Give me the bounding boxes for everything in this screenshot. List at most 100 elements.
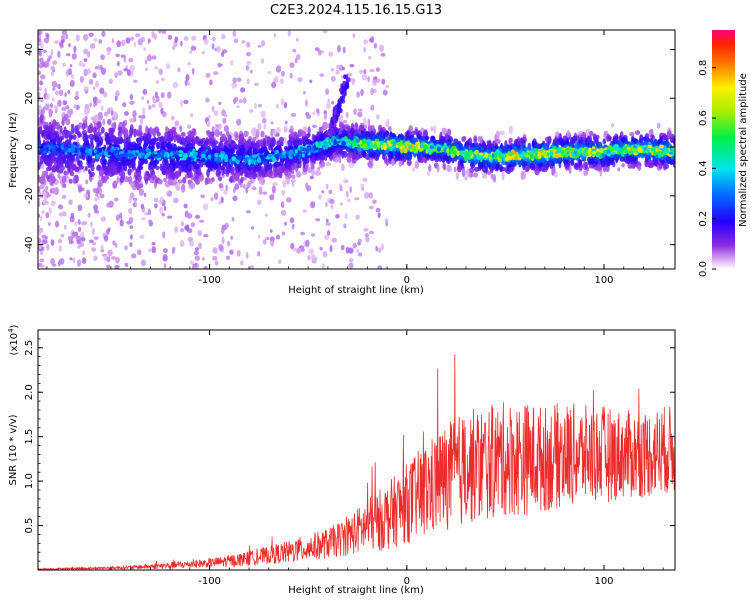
noise-speck — [201, 51, 205, 55]
noise-speck — [161, 213, 165, 217]
noise-speck — [368, 192, 374, 199]
noise-speck — [133, 79, 138, 83]
band-cell — [275, 170, 281, 175]
band-cell — [507, 163, 511, 169]
noise-speck — [106, 47, 112, 52]
noise-speck — [381, 78, 386, 85]
noise-speck — [364, 192, 370, 199]
noise-speck — [179, 239, 185, 248]
band-cell — [554, 136, 558, 142]
noise-speck — [110, 256, 117, 260]
noise-speck — [38, 31, 42, 35]
noise-speck — [115, 90, 120, 97]
noise-speck — [356, 249, 360, 253]
band-cell — [447, 165, 452, 173]
band-cell — [656, 122, 661, 129]
band-cell — [67, 164, 71, 174]
noise-speck — [377, 247, 382, 253]
noise-speck — [199, 219, 205, 223]
band-cell — [361, 150, 367, 158]
noise-speck — [57, 50, 61, 59]
band-cell — [144, 159, 149, 165]
noise-speck — [93, 255, 98, 261]
noise-speck — [217, 62, 221, 68]
band-cell — [482, 172, 488, 179]
band-cell — [420, 127, 425, 133]
band-cell — [374, 154, 380, 161]
band-cell — [48, 109, 53, 118]
noise-speck — [251, 186, 257, 191]
band-cell — [626, 157, 631, 165]
band-cell — [584, 162, 588, 170]
band-cell — [650, 134, 654, 141]
noise-speck — [296, 54, 301, 61]
band-cell — [597, 165, 603, 170]
band-cell — [227, 134, 232, 144]
noise-speck — [67, 90, 71, 94]
ridge-cell — [131, 146, 135, 151]
band-cell — [468, 167, 475, 173]
band-cell — [49, 178, 54, 186]
band-cell — [218, 183, 224, 189]
noise-speck — [294, 58, 298, 64]
noise-speck — [173, 197, 179, 204]
band-cell — [51, 165, 57, 173]
noise-speck — [346, 111, 349, 119]
noise-speck — [245, 187, 249, 194]
band-cell — [581, 132, 587, 141]
noise-speck — [66, 69, 69, 77]
noise-speck — [83, 48, 89, 55]
band-cell — [70, 157, 75, 163]
noise-speck — [152, 96, 155, 101]
noise-speck — [213, 71, 219, 75]
band-cell — [295, 170, 302, 178]
noise-speck — [74, 95, 79, 100]
band-cell — [453, 166, 457, 173]
band-cell — [323, 150, 328, 156]
band-cell — [272, 128, 277, 136]
noise-speck — [368, 205, 374, 210]
noise-speck — [189, 49, 193, 54]
noise-speck — [124, 111, 129, 116]
band-cell — [561, 140, 567, 146]
noise-speck — [236, 118, 242, 126]
noise-speck — [375, 67, 380, 72]
noise-speck — [290, 179, 296, 183]
noise-speck — [129, 64, 135, 72]
band-cell — [159, 136, 163, 146]
noise-speck — [58, 89, 64, 96]
noise-speck — [297, 77, 303, 83]
noise-speck — [74, 221, 78, 226]
band-cell — [41, 170, 47, 178]
noise-speck — [119, 212, 123, 220]
noise-speck — [146, 55, 152, 62]
noise-speck — [73, 45, 77, 53]
noise-speck — [291, 174, 296, 179]
band-cell — [138, 183, 144, 189]
band-cell — [117, 130, 122, 138]
noise-speck — [309, 175, 314, 180]
band-cell — [403, 155, 407, 163]
noise-speck — [276, 103, 279, 109]
noise-speck — [152, 99, 158, 104]
noise-speck — [128, 196, 132, 204]
noise-speck — [238, 99, 243, 104]
band-cell — [341, 145, 346, 151]
noise-speck — [372, 79, 377, 86]
noise-speck — [355, 214, 360, 220]
band-cell — [390, 159, 395, 167]
band-cell — [102, 118, 106, 126]
band-cell — [195, 135, 199, 143]
noise-speck — [38, 230, 42, 236]
noise-speck — [246, 41, 251, 48]
band-cell — [612, 136, 617, 145]
noise-speck — [50, 200, 56, 207]
band-cell — [105, 134, 110, 143]
noise-speck — [203, 266, 208, 269]
noise-speck — [50, 239, 55, 246]
noise-speck — [232, 195, 238, 202]
noise-speck — [50, 258, 55, 265]
noise-speck — [44, 87, 47, 94]
band-cell — [526, 165, 530, 172]
noise-speck — [281, 190, 286, 196]
